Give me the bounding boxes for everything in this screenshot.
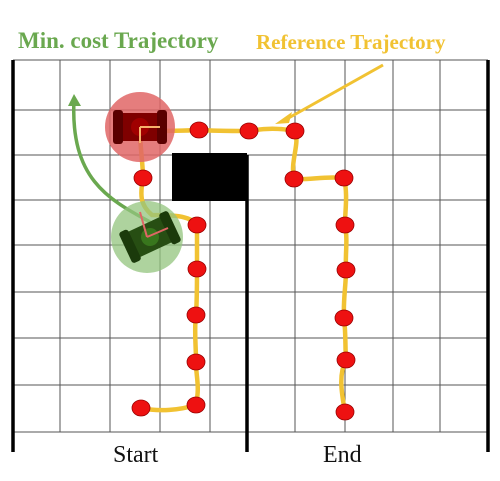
waypoint: [335, 216, 355, 234]
waypoint: [186, 306, 206, 324]
waypoint: [186, 353, 206, 371]
grid-lines: [13, 59, 488, 433]
reference-arrowhead: [275, 112, 292, 124]
map-borders: [11, 60, 490, 452]
robot-start: [111, 201, 183, 273]
waypoint: [189, 121, 209, 139]
waypoint: [187, 216, 207, 234]
waypoint: [133, 169, 153, 187]
waypoint: [336, 261, 356, 279]
min-cost-arrowhead: [68, 94, 81, 106]
robot-current: [105, 92, 175, 162]
waypoint: [334, 309, 354, 327]
end-label: End: [323, 442, 362, 468]
start-label: Start: [113, 442, 159, 468]
waypoint: [131, 399, 151, 417]
waypoint: [186, 396, 206, 414]
robot-icon: [113, 110, 167, 144]
min-cost-trajectory-label: Min. cost Trajectory: [18, 28, 219, 53]
reference-label-arrow: [284, 63, 384, 122]
obstacle-block: [172, 153, 247, 201]
waypoint: [285, 122, 305, 140]
robot-icon: [119, 211, 181, 263]
waypoint: [239, 122, 259, 140]
waypoint: [335, 403, 355, 421]
waypoint: [336, 351, 356, 369]
waypoint: [284, 170, 304, 188]
waypoint: [334, 169, 354, 187]
reference-trajectory-label: Reference Trajectory: [256, 30, 446, 54]
waypoint: [187, 260, 207, 278]
waypoints: [131, 121, 356, 421]
